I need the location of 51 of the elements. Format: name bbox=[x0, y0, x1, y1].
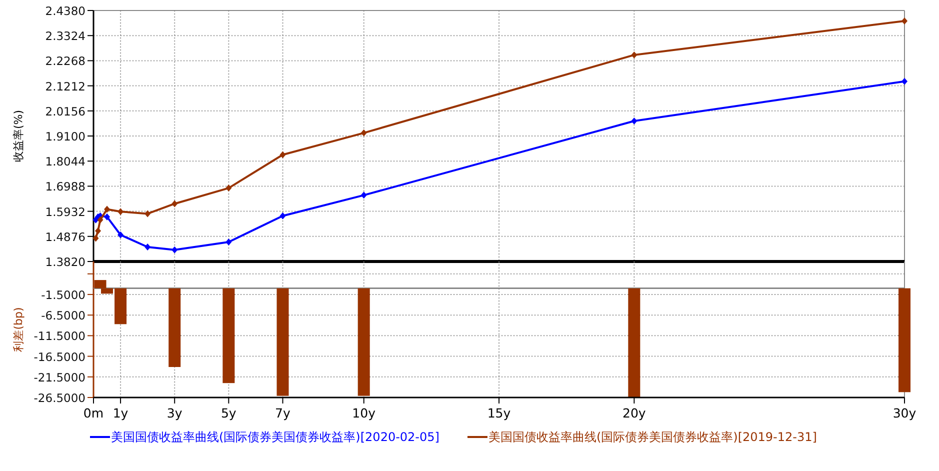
point bbox=[104, 213, 110, 220]
y-tick-label: -1.5000 bbox=[41, 288, 86, 302]
y-axis-title: 利差(bp) bbox=[12, 307, 25, 352]
y-tick-label: -11.5000 bbox=[34, 329, 86, 344]
y-tick-label: 1.8044 bbox=[45, 154, 86, 169]
y-tick-label: 1.3820 bbox=[45, 255, 86, 269]
y-axis-title: 收益率(%) bbox=[12, 110, 25, 162]
y-tick-label: 2.3324 bbox=[45, 29, 86, 44]
point bbox=[92, 234, 99, 242]
legend-label: 美国国债收益率曲线(国际债券美国债券收益率)[2020-02-05] bbox=[111, 430, 440, 444]
y-tick-label: 2.4380 bbox=[45, 4, 86, 18]
y-tick-label: 1.4876 bbox=[45, 230, 86, 244]
point bbox=[118, 208, 124, 216]
y-tick-label: -6.5000 bbox=[41, 308, 86, 323]
point bbox=[280, 212, 286, 220]
point bbox=[631, 118, 638, 125]
point bbox=[902, 78, 908, 85]
y-tick-label: 2.2268 bbox=[45, 54, 86, 68]
point bbox=[97, 216, 104, 224]
x-tick-label: 10y bbox=[352, 406, 376, 420]
y-tick-label: 1.9100 bbox=[45, 130, 86, 144]
x-tick-label: 7y bbox=[275, 406, 292, 420]
y-tick-label: -21.5000 bbox=[34, 370, 86, 384]
point bbox=[172, 200, 178, 208]
x-tick-label: 15y bbox=[487, 406, 512, 420]
legend-label: 美国国债收益率曲线(国际债券美国债券收益率)[2019-12-31] bbox=[488, 430, 817, 444]
point bbox=[631, 51, 638, 58]
y-tick-label: 2.1212 bbox=[45, 79, 86, 94]
y-tick-label: -16.5000 bbox=[34, 350, 86, 364]
point bbox=[360, 129, 367, 136]
x-tick-label: 30y bbox=[892, 406, 917, 420]
point bbox=[144, 210, 151, 218]
y-tick-label: 2.0156 bbox=[45, 104, 86, 118]
point bbox=[280, 151, 286, 158]
x-tick-label: 3y bbox=[166, 406, 183, 420]
x-tick-label: 5y bbox=[220, 406, 237, 420]
point bbox=[144, 244, 151, 250]
point bbox=[226, 184, 232, 192]
point bbox=[104, 206, 110, 213]
y-tick-label: 1.5932 bbox=[45, 204, 86, 219]
point bbox=[172, 246, 178, 254]
point bbox=[226, 238, 232, 246]
point bbox=[902, 17, 908, 24]
y-tick-label: -26.5000 bbox=[34, 391, 86, 405]
x-tick-label: 1y bbox=[112, 406, 129, 420]
point bbox=[360, 192, 367, 199]
x-tick-label: 20y bbox=[622, 406, 646, 420]
point bbox=[95, 227, 102, 234]
y-tick-label: 1.6988 bbox=[45, 180, 86, 194]
x-tick-label: 0m bbox=[83, 406, 104, 420]
point bbox=[118, 231, 124, 238]
